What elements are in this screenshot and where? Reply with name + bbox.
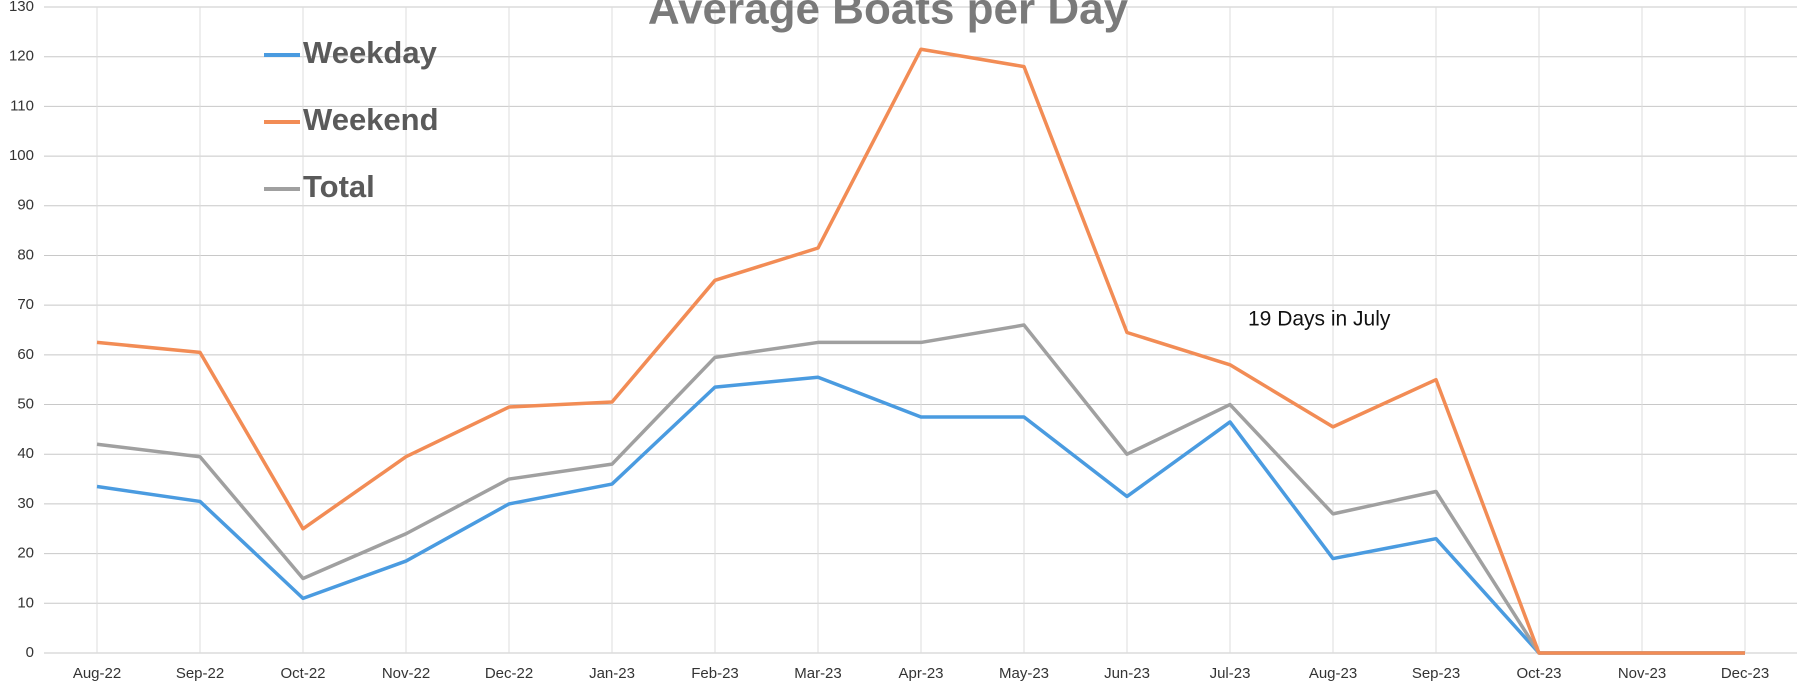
y-tick-label: 50: [17, 396, 34, 413]
x-tick-label: Feb-23: [691, 665, 739, 682]
annotation: 19 Days in July: [1248, 308, 1391, 331]
plot: 0 10 20 30 40 50 60 70 80 90 100 110 120 130 Aug-22 Sep…: [9, 0, 1797, 682]
y-tick-label: 70: [17, 296, 34, 313]
y-tick-label: 30: [17, 495, 34, 512]
x-tick-label: Jun-23: [1104, 665, 1150, 682]
y-tick-label: 110: [10, 97, 34, 114]
x-tick-label: Sep-23: [1412, 665, 1460, 682]
x-tick-label: Dec-22: [485, 665, 533, 682]
x-tick-label: Nov-23: [1618, 665, 1666, 682]
x-tick-label: May-23: [999, 665, 1049, 682]
x-tick-label: Dec-23: [1721, 665, 1769, 682]
x-tick-label: Jul-23: [1210, 665, 1251, 682]
y-tick-label: 80: [17, 246, 34, 263]
x-tick-label: Nov-22: [382, 665, 430, 682]
y-tick-label: 100: [9, 147, 34, 164]
y-tick-label: 130: [9, 0, 34, 15]
y-tick-label: 0: [26, 644, 34, 661]
legend-label: Weekday: [303, 35, 438, 70]
y-tick-label: 60: [17, 346, 34, 363]
y-tick-label: 20: [17, 545, 34, 562]
x-tick-label: Oct-23: [1516, 665, 1561, 682]
y-tick-label: 90: [17, 197, 34, 214]
y-tick-label: 120: [9, 48, 34, 65]
x-tick-label: Oct-22: [280, 665, 325, 682]
x-tick-label: Aug-22: [73, 665, 121, 682]
chart-title: Average Boats per Day: [648, 0, 1129, 34]
x-tick-label: Jan-23: [589, 665, 635, 682]
x-tick-label: Sep-22: [176, 665, 224, 682]
x-tick-label: Apr-23: [898, 665, 943, 682]
legend-label: Weekend: [303, 102, 439, 137]
y-tick-label: 40: [17, 445, 34, 462]
x-tick-label: Mar-23: [794, 665, 842, 682]
series-line: [96, 375, 1745, 655]
series-line: [96, 323, 1745, 655]
x-tick-label: Aug-23: [1309, 665, 1357, 682]
legend-label: Total: [303, 169, 375, 204]
y-tick-label: 10: [17, 594, 34, 611]
series-line: [96, 47, 1745, 655]
